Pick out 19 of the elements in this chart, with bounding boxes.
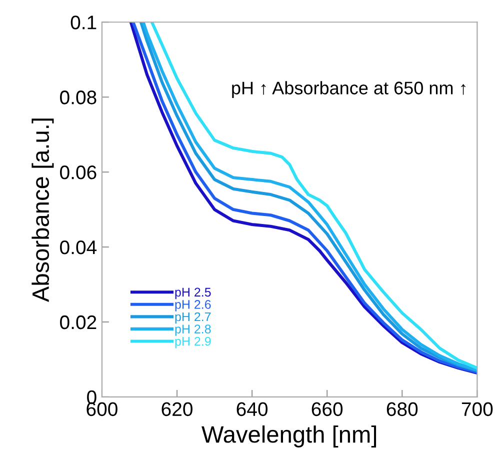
y-tick-label: 0.04 bbox=[60, 240, 97, 254]
y-tick-label: 0.08 bbox=[60, 90, 96, 104]
x-axis-title: Wavelength [nm] bbox=[202, 425, 376, 448]
legend-label: pH 2.7 bbox=[175, 312, 211, 324]
x-tick-label: 660 bbox=[312, 402, 343, 416]
x-tick-label: 700 bbox=[462, 402, 493, 416]
x-tick-label: 640 bbox=[236, 402, 268, 416]
y-tick-label: 0.02 bbox=[60, 315, 96, 330]
y-axis-title: Absorbance [a.u.] bbox=[32, 118, 54, 302]
legend-label: pH 2.9 bbox=[175, 336, 211, 348]
x-tick-label: 600 bbox=[86, 402, 118, 416]
legend-label: pH 2.5 bbox=[175, 288, 211, 300]
legend-label: pH 2.6 bbox=[175, 300, 211, 312]
y-tick-label: 0.1 bbox=[70, 16, 96, 30]
legend-label: pH 2.8 bbox=[175, 324, 211, 336]
annotation: pH ↑ Absorbance at 650 nm ↑ bbox=[232, 81, 466, 98]
x-tick-label: 680 bbox=[386, 402, 418, 416]
y-tick-label: 0.06 bbox=[60, 166, 96, 180]
x-tick-label: 620 bbox=[162, 402, 192, 416]
